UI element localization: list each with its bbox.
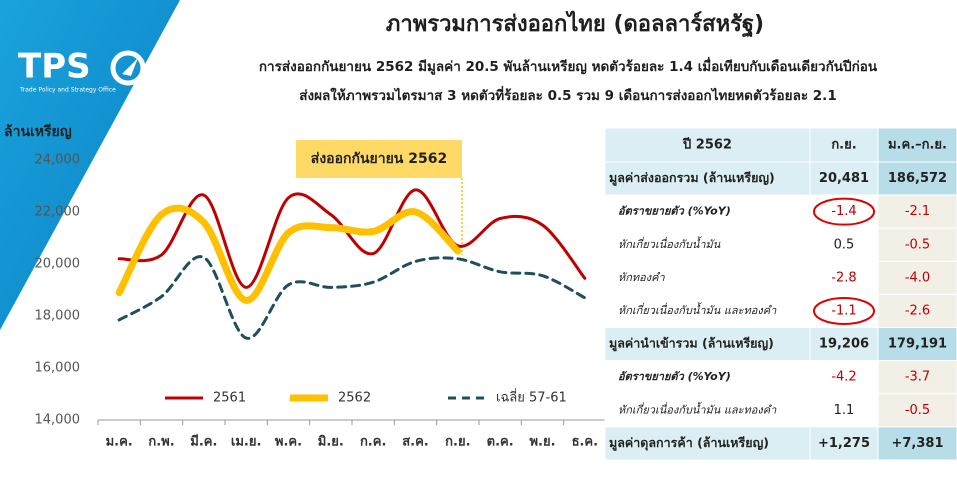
row-label: มูลค่านำเข้ารวม (ล้านเหรียญ) — [609, 336, 774, 352]
highlight-circle — [813, 197, 875, 226]
header-text: ม.ค.–ก.ย. — [888, 138, 947, 153]
subtitle: การส่งออกกันยายน 2562 มีมูลค่า 20.5 พันล… — [259, 56, 878, 75]
y-tick-label: 22,000 — [35, 205, 81, 220]
cell-value: 1.1 — [834, 403, 855, 418]
highlight-circle — [813, 297, 875, 325]
x-tick-label: เม.ย. — [231, 435, 262, 450]
cell — [604, 426, 811, 461]
row-label: มูลค่าดุลการค้า (ล้านเหรียญ) — [609, 435, 769, 451]
cell — [809, 260, 879, 295]
row-label: อัตราขยายตัว (%YoY) — [618, 370, 731, 383]
cell-value: +1,275 — [818, 436, 870, 451]
x-tick-label: ต.ค. — [487, 435, 514, 450]
y-tick-label: 14,000 — [35, 413, 81, 428]
y-tick-label: 20,000 — [35, 257, 81, 272]
subtitle: ส่งผลให้ภาพรวมไตรมาส 3 หดตัวที่ร้อยละ 0.… — [299, 85, 836, 104]
x-tick-label: ส.ค. — [402, 435, 429, 450]
series-line — [117, 255, 587, 340]
cell — [877, 227, 957, 262]
row-label: หักเกี่ยวเนื่องกับน้ำมัน — [618, 236, 721, 251]
x-tick-label: ก.ค. — [360, 435, 386, 450]
cell-value: -4.0 — [905, 270, 930, 285]
cell-value: 20,481 — [819, 171, 869, 186]
cell-value: -1.1 — [831, 304, 856, 319]
y-tick-label: 18,000 — [35, 309, 81, 324]
row-label: หักเกี่ยวเนื่องกับน้ำมัน และทองคำ — [618, 302, 777, 317]
y-tick-label: 24,000 — [35, 153, 81, 168]
cell — [877, 293, 957, 329]
x-tick-label: ธ.ค. — [572, 435, 599, 450]
x-tick-label: ก.พ. — [148, 435, 174, 450]
row-label: อัตราขยายตัว (%YoY) — [618, 205, 731, 218]
cell-value: -4.2 — [831, 370, 856, 385]
cell-value: 186,572 — [888, 171, 947, 186]
table: ปี 2562 ก.ย. ม.ค.–ก.ย. มูลค่าส่งออกรวม (ล้า… — [604, 127, 957, 461]
x-tick-label: มิ.ย. — [318, 435, 344, 450]
x-tick-label: มี.ค. — [190, 434, 217, 450]
y-axis-label: ล้านเหรียญ — [4, 124, 72, 140]
cell — [604, 260, 811, 295]
cell-value: -2.6 — [905, 304, 930, 319]
cell-value: -3.7 — [905, 370, 930, 385]
chart: 14,000 16,000 18,000 20,000 22,000 24,000 ม.ค.… — [35, 153, 606, 450]
cell — [604, 194, 811, 229]
cell — [809, 194, 879, 229]
annotation: ส่งออกกันยายน 2562 — [311, 151, 447, 167]
series-line — [115, 204, 462, 304]
cell-value: +7,381 — [891, 436, 943, 451]
cell — [604, 360, 811, 395]
cell — [809, 293, 879, 329]
x-tick-label: พ.ค. — [275, 435, 302, 450]
cell — [877, 426, 957, 461]
legend-label: 2561 — [213, 391, 246, 406]
cell — [877, 194, 957, 229]
logo-subtitle: Trade Policy and Strategy Office — [19, 87, 116, 94]
cell — [809, 360, 879, 395]
cell — [604, 393, 811, 428]
cell — [604, 327, 811, 362]
header-text: ปี 2562 — [682, 137, 732, 153]
cell-value: -0.5 — [905, 403, 930, 418]
cell-value: -1.4 — [831, 204, 856, 219]
title: ภาพรวมการส่งออกไทย (ดอลลาร์สหรัฐ) — [386, 10, 764, 38]
legend-label: 2562 — [338, 391, 371, 406]
y-tick-label: 16,000 — [35, 361, 81, 376]
cell-value: 179,191 — [888, 337, 947, 352]
cell-value: 19,206 — [819, 337, 869, 352]
row-label: มูลค่าส่งออกรวม (ล้านเหรียญ) — [609, 170, 775, 186]
legend-label: เฉลี่ย 57-61 — [496, 389, 567, 406]
x-tick-label: ม.ค. — [106, 435, 133, 450]
logo-icon — [110, 50, 146, 86]
cell — [809, 426, 879, 461]
cell-value: 0.5 — [834, 237, 855, 252]
row-label: หักทองคำ — [618, 271, 665, 284]
row-label: หักเกี่ยวเนื่องกับน้ำมัน และทองคำ — [618, 401, 777, 416]
x-tick-label: ก.ย. — [445, 435, 470, 450]
cell — [877, 327, 957, 362]
x-tick-label: พ.ย. — [529, 435, 555, 450]
cell-value: -2.1 — [905, 204, 930, 219]
cell-value: -2.8 — [831, 270, 856, 285]
logo-text: TPS — [18, 47, 91, 87]
annotation-box — [296, 140, 462, 178]
header-cell — [809, 127, 879, 163]
header-text: ก.ย. — [831, 138, 856, 153]
cell — [604, 161, 811, 196]
cell-value: -0.5 — [905, 237, 930, 252]
